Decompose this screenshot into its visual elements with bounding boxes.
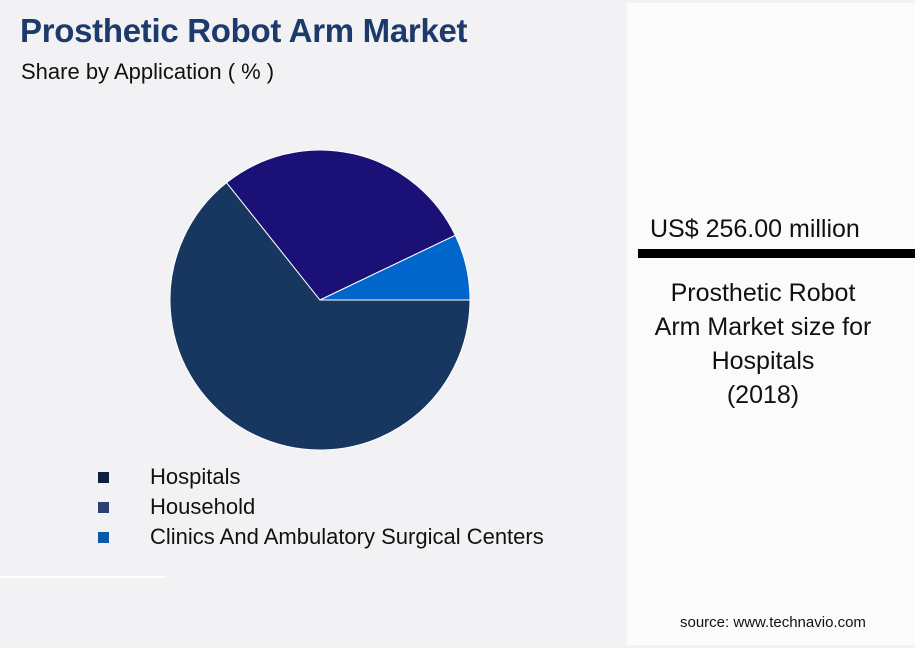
pie-chart — [170, 150, 470, 450]
legend-swatch-icon — [98, 471, 109, 483]
chart-title: Prosthetic Robot Arm Market — [20, 12, 468, 49]
caption-line: Prosthetic Robot — [670, 279, 856, 307]
caption-line: Arm Market size for — [654, 313, 872, 341]
legend-label: Clinics And Ambulatory Surgical Centers — [150, 524, 544, 549]
value-underline — [638, 249, 915, 258]
legend-label: Hospitals — [150, 464, 241, 489]
chart-legend: Hospitals Household Clinics And Ambulato… — [98, 462, 544, 552]
highlight-panel — [627, 3, 915, 645]
legend-label: Household — [150, 494, 256, 519]
market-size-caption: Prosthetic Robot Arm Market size for Hos… — [638, 276, 888, 412]
caption-line: Hospitals — [711, 347, 815, 375]
legend-item-clinics: Clinics And Ambulatory Surgical Centers — [98, 522, 544, 552]
legend-item-household: Household — [98, 492, 544, 522]
divider — [0, 576, 165, 578]
caption-line: (2018) — [726, 381, 800, 409]
market-size-value: US$ 256.00 million — [650, 215, 860, 243]
source-credit: source: www.technavio.com — [680, 614, 866, 631]
legend-swatch-icon — [98, 501, 109, 513]
pie-slice-hospitals — [170, 181, 470, 450]
legend-item-hospitals: Hospitals — [98, 462, 544, 492]
chart-subtitle: Share by Application ( % ) — [21, 59, 275, 84]
legend-swatch-icon — [98, 531, 109, 543]
